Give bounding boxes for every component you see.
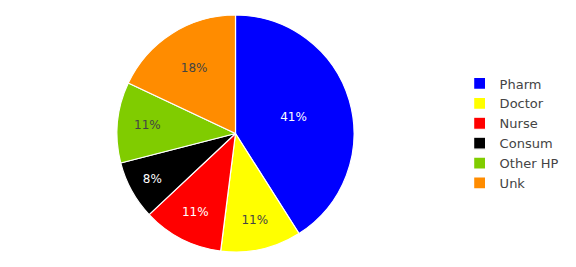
svg-text:11%: 11% (182, 205, 209, 219)
svg-text:Consum: Consum (500, 136, 553, 151)
svg-text:Doctor: Doctor (500, 96, 544, 111)
svg-text:Pharm: Pharm (500, 77, 542, 92)
svg-text:Unk: Unk (500, 176, 526, 191)
svg-text:8%: 8% (143, 172, 162, 186)
svg-text:41%: 41% (280, 110, 307, 124)
svg-text:11%: 11% (241, 213, 268, 227)
svg-text:11%: 11% (134, 118, 161, 132)
svg-text:Nurse: Nurse (500, 116, 538, 131)
svg-text:18%: 18% (181, 61, 208, 75)
svg-text:Other HP: Other HP (500, 156, 559, 171)
